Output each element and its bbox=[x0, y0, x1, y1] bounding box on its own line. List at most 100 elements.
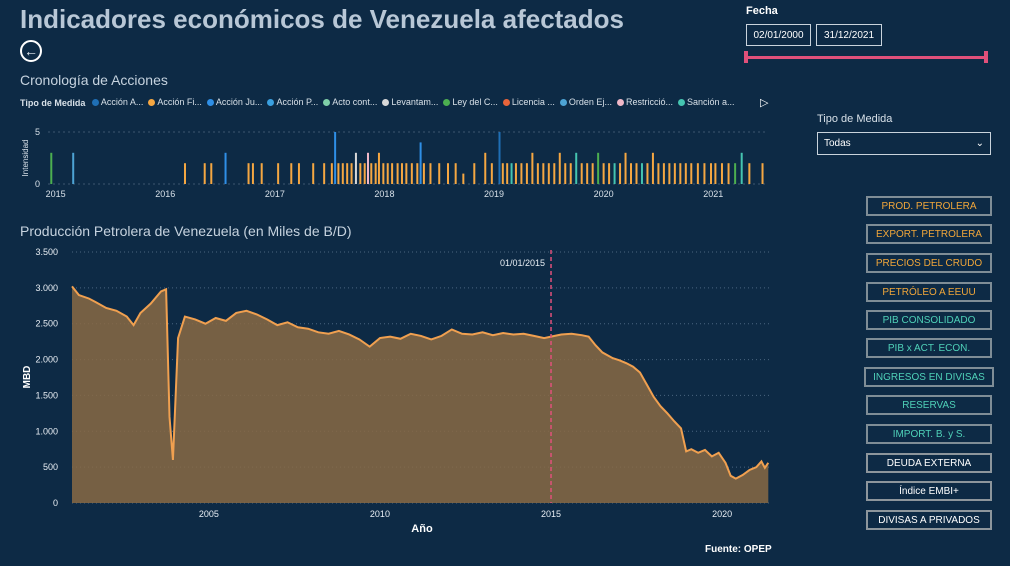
timeline-bar bbox=[536, 163, 539, 184]
legend-item[interactable]: Orden Ej... bbox=[559, 97, 612, 107]
timeline-bar bbox=[297, 163, 300, 184]
timeline-bar bbox=[748, 163, 751, 184]
timeline-x-tick: 2018 bbox=[374, 189, 394, 199]
indicator-button[interactable]: RESERVAS bbox=[866, 395, 992, 415]
legend-item[interactable]: Acción A... bbox=[91, 97, 144, 107]
timeline-bar bbox=[323, 163, 326, 184]
legend-item[interactable]: Restricció... bbox=[616, 97, 673, 107]
timeline-bar bbox=[564, 163, 567, 184]
indicator-button[interactable]: PIB CONSOLIDADO bbox=[866, 310, 992, 330]
timeline-bar bbox=[337, 163, 340, 184]
indicator-button[interactable]: DEUDA EXTERNA bbox=[866, 453, 992, 473]
timeline-bar bbox=[454, 163, 457, 184]
timeline-bar bbox=[363, 163, 366, 184]
indicator-button[interactable]: PIB x ACT. ECON. bbox=[866, 338, 992, 358]
page-title: Indicadores económicos de Venezuela afec… bbox=[20, 4, 624, 34]
end-date-input[interactable]: 31/12/2021 bbox=[816, 24, 882, 46]
legend-dot-icon bbox=[91, 98, 99, 106]
legend-item[interactable]: Ley del C... bbox=[443, 97, 498, 107]
timeline-y-tick: 0 bbox=[35, 179, 40, 189]
timeline-bar bbox=[510, 163, 513, 184]
legend-item[interactable]: Levantam... bbox=[382, 97, 438, 107]
timeline-bar bbox=[312, 163, 315, 184]
date-range-slider[interactable] bbox=[746, 56, 986, 59]
legend-item[interactable]: Sanción a... bbox=[677, 97, 735, 107]
timeline-x-tick: 2015 bbox=[46, 189, 66, 199]
timeline-title: Cronología de Acciones bbox=[20, 72, 168, 88]
indicator-button[interactable]: PRECIOS DEL CRUDO bbox=[866, 253, 992, 273]
start-date-input[interactable]: 02/01/2000 bbox=[746, 24, 811, 46]
timeline-bar bbox=[410, 163, 413, 184]
production-chart: 0 500 1.000 1.500 2.000 2.500 3.000 3.500 01/01/… bbox=[22, 247, 770, 535]
indicator-button[interactable]: EXPORT. PETROLERA bbox=[866, 224, 992, 244]
legend-label: Acción P... bbox=[276, 97, 319, 107]
timeline-bar bbox=[447, 163, 449, 184]
timeline-bar bbox=[608, 163, 611, 184]
timeline-bar bbox=[290, 163, 293, 184]
date-slider-start-handle[interactable] bbox=[744, 51, 748, 63]
measure-type-label: Tipo de Medida bbox=[817, 113, 893, 125]
timeline-bar bbox=[619, 163, 622, 184]
timeline-bar bbox=[490, 163, 493, 184]
legend-dot-icon bbox=[677, 98, 685, 106]
indicator-button[interactable]: INGRESOS EN DIVISAS bbox=[864, 367, 994, 387]
legend-item[interactable]: Acción P... bbox=[267, 97, 318, 107]
indicator-button[interactable]: PETRÓLEO A EEUU bbox=[866, 282, 992, 302]
legend-item[interactable]: Licencia ... bbox=[502, 97, 555, 107]
legend-label: Acción Fi... bbox=[157, 97, 202, 107]
timeline-bar bbox=[569, 163, 572, 184]
legend-label: Acción A... bbox=[100, 97, 144, 107]
legend-item[interactable]: Acción Ju... bbox=[206, 97, 262, 107]
indicator-button[interactable]: PROD. PETROLERA bbox=[866, 196, 992, 216]
legend-dot-icon bbox=[323, 98, 331, 106]
source-note: Fuente: OPEP bbox=[705, 544, 772, 555]
timeline-bar bbox=[558, 152, 561, 184]
production-y-tick: 1.500 bbox=[35, 390, 58, 400]
date-slider-end-handle[interactable] bbox=[984, 51, 988, 63]
indicator-button[interactable]: Índice EMBI+ bbox=[866, 481, 992, 501]
legend-label: Levantam... bbox=[391, 97, 439, 107]
timeline-bar bbox=[341, 163, 344, 184]
timeline-bar bbox=[416, 163, 419, 184]
timeline-bar bbox=[473, 163, 476, 184]
legend-label: Ley del C... bbox=[452, 97, 498, 107]
timeline-bar bbox=[330, 163, 333, 184]
production-y-tick: 2.000 bbox=[35, 355, 58, 365]
timeline-x-tick: 2019 bbox=[484, 189, 504, 199]
timeline-bar bbox=[429, 163, 432, 184]
timeline-bar bbox=[657, 163, 660, 184]
timeline-bar bbox=[586, 163, 589, 184]
timeline-bar bbox=[277, 163, 280, 184]
timeline-y-axis-label: Intensidad bbox=[21, 140, 30, 177]
timeline-bar bbox=[690, 163, 693, 184]
production-y-axis-label: MBD bbox=[22, 366, 33, 389]
timeline-bar bbox=[438, 163, 441, 184]
measure-type-select[interactable]: Todas ⌄ bbox=[817, 132, 991, 155]
timeline-bar bbox=[382, 163, 385, 184]
timeline-bar bbox=[740, 152, 743, 184]
timeline-bar bbox=[613, 163, 616, 184]
legend-item[interactable]: Acto cont... bbox=[323, 97, 377, 107]
back-arrow-icon[interactable]: ← bbox=[20, 40, 42, 62]
timeline-bar bbox=[673, 163, 676, 184]
indicator-button[interactable]: DIVISAS A PRIVADOS bbox=[866, 510, 992, 530]
production-y-tick: 0 bbox=[53, 498, 58, 508]
timeline-bar bbox=[422, 163, 425, 184]
production-y-tick: 1.000 bbox=[35, 426, 58, 436]
timeline-x-tick: 2021 bbox=[703, 189, 723, 199]
timeline-bar bbox=[635, 163, 638, 184]
production-line bbox=[71, 285, 770, 480]
production-x-axis-label: Año bbox=[411, 523, 433, 535]
timeline-y-tick: 5 bbox=[35, 127, 40, 137]
legend-item[interactable]: Acción Fi... bbox=[148, 97, 202, 107]
timeline-bar bbox=[591, 163, 594, 184]
legend-dot-icon bbox=[148, 98, 156, 106]
production-chart-title: Producción Petrolera de Venezuela (en Mi… bbox=[20, 223, 352, 239]
indicator-button[interactable]: IMPORT. B. y S. bbox=[866, 424, 992, 444]
legend-next-arrow-icon[interactable]: ▷ bbox=[760, 97, 769, 109]
timeline-bar bbox=[334, 132, 337, 184]
production-x-tick: 2010 bbox=[370, 509, 390, 519]
timeline-bar bbox=[350, 163, 353, 184]
timeline-bar bbox=[696, 163, 699, 184]
legend-label: Licencia ... bbox=[511, 97, 555, 107]
